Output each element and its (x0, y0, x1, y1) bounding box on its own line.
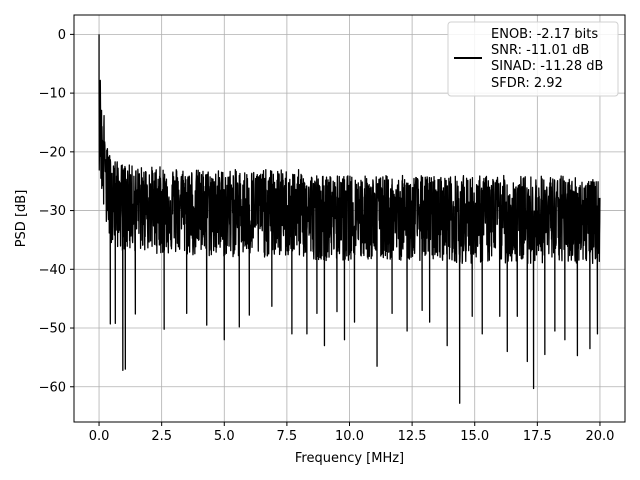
x-tick-label: 5.0 (214, 429, 235, 444)
legend-sfdr: SFDR: 2.92 (491, 76, 563, 91)
y-tick-label: −10 (39, 87, 66, 102)
x-tick-label: 7.5 (277, 429, 298, 444)
x-tick-label: 10.0 (335, 429, 364, 444)
y-axis-ticks: 0 −10 −20 −30 −40 −50 −60 (39, 28, 74, 395)
x-axis-ticks: 0.0 2.5 5.0 7.5 10.0 12.5 15.0 17.5 20.0 (89, 422, 614, 444)
x-tick-label: 0.0 (89, 429, 110, 444)
y-tick-label: −60 (39, 380, 66, 395)
x-tick-label: 20.0 (585, 429, 614, 444)
y-tick-label: 0 (58, 28, 66, 43)
psd-series-line (98, 34, 601, 404)
legend-box (447, 21, 619, 97)
y-tick-label: −30 (39, 204, 66, 219)
legend: ENOB: -2.17 bits SNR: -11.01 dB SINAD: -… (447, 21, 619, 97)
y-tick-label: −40 (39, 263, 66, 278)
legend-snr: SNR: -11.01 dB (491, 43, 589, 58)
y-axis-label: PSD [dB] (14, 190, 29, 248)
x-tick-label: 17.5 (523, 429, 552, 444)
legend-enob: ENOB: -2.17 bits (491, 27, 598, 42)
x-axis-label: Frequency [MHz] (295, 451, 404, 466)
x-tick-label: 12.5 (398, 429, 427, 444)
x-tick-label: 15.0 (460, 429, 489, 444)
series-layer (98, 34, 601, 404)
x-tick-label: 2.5 (151, 429, 172, 444)
legend-sinad: SINAD: -11.28 dB (491, 59, 603, 74)
y-tick-label: −50 (39, 322, 66, 337)
y-tick-label: −20 (39, 145, 66, 160)
